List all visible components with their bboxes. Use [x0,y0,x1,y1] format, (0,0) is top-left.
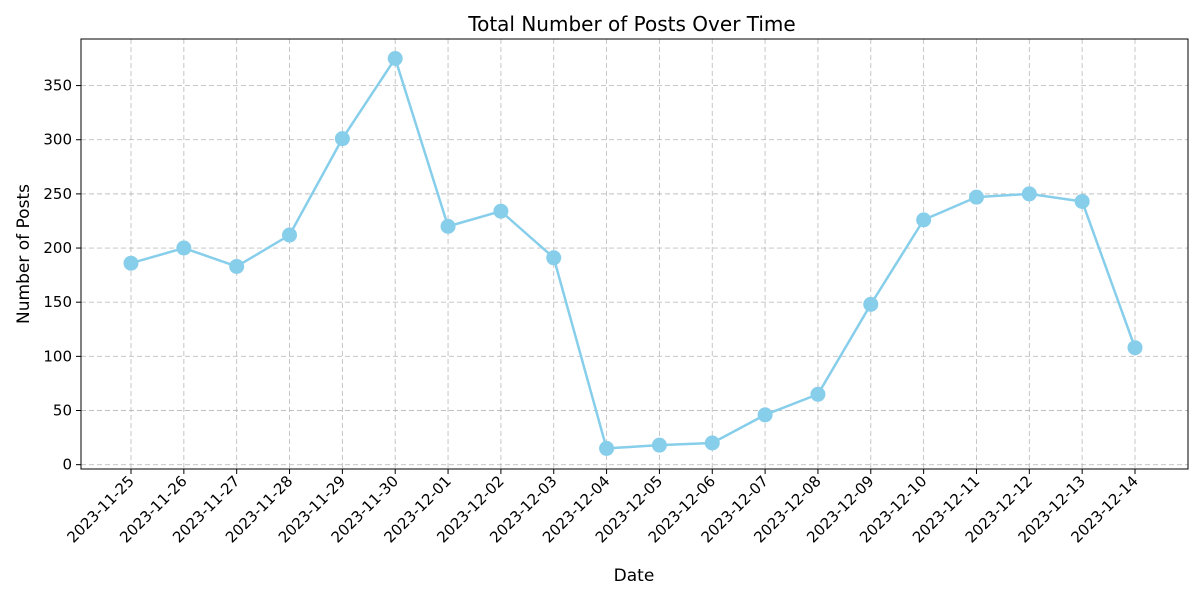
data-point [123,255,139,271]
y-tick-label: 350 [43,77,72,95]
x-axis: 2023-11-252023-11-262023-11-272023-11-28… [63,469,1142,546]
y-tick-label: 0 [62,456,72,474]
y-tick-label: 250 [43,185,72,203]
grid [81,39,1188,469]
data-point [704,435,720,451]
data-point [493,203,509,219]
data-point [387,50,403,66]
y-axis: 0 50 100 150 200 250 300 350 [43,77,81,474]
series-line [130,57,1137,450]
data-point [863,296,879,312]
data-point [1074,193,1090,209]
x-axis-label: Date [614,566,655,586]
data-point [334,131,350,147]
data-point [546,250,562,266]
data-point [440,218,456,234]
data-point [810,386,826,402]
y-tick-label: 300 [43,131,72,149]
y-tick-label: 200 [43,239,72,257]
series-layer [123,50,1143,456]
data-point [651,437,667,453]
plot-frame [80,38,1189,470]
chart-title: Total Number of Posts Over Time [467,12,795,36]
data-point [229,258,245,274]
data-point [282,227,298,243]
data-point [176,240,192,256]
y-tick-label: 50 [53,402,72,420]
data-point [916,212,932,228]
y-tick-label: 150 [43,293,72,311]
data-point [757,407,773,423]
data-point [968,189,984,205]
data-point [1021,186,1037,202]
data-point [599,440,615,456]
data-point [1127,340,1143,356]
y-tick-label: 100 [43,347,72,365]
y-axis-label: Number of Posts [14,184,34,324]
